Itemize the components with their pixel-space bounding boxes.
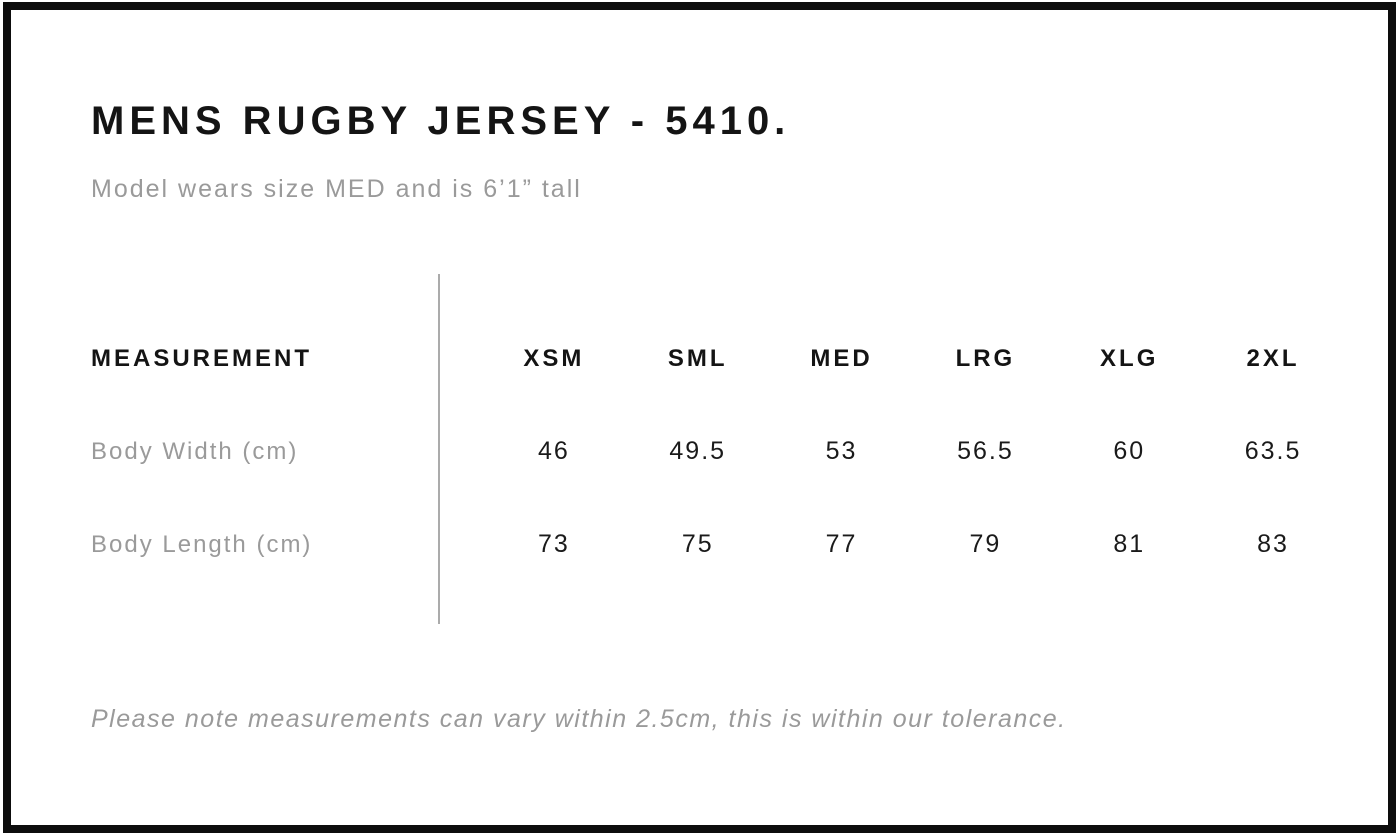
- body-length-values: 73 75 77 79 81 83: [438, 530, 1345, 559]
- body-length-xlg: 81: [1113, 530, 1146, 558]
- size-header-2xl: 2XL: [1246, 344, 1300, 372]
- measurement-column-header: MEASUREMENT: [91, 344, 313, 372]
- page-frame: MENS RUGBY JERSEY - 5410. Model wears si…: [3, 2, 1396, 833]
- vertical-divider: [438, 274, 440, 624]
- body-width-xlg: 60: [1113, 437, 1146, 465]
- table-row-body-width: Body Width (cm) 46 49.5 53 56.5 60 63.5: [91, 405, 1345, 498]
- body-length-2xl: 83: [1257, 530, 1289, 558]
- model-size-note: Model wears size MED and is 6’1” tall: [91, 175, 582, 203]
- tolerance-note: Please note measurements can vary within…: [91, 705, 1067, 733]
- size-header-lrg: LRG: [955, 344, 1016, 372]
- size-header-med: MED: [810, 344, 873, 372]
- body-width-med: 53: [825, 437, 858, 465]
- body-width-values: 46 49.5 53 56.5 60 63.5: [438, 437, 1345, 466]
- body-width-2xl: 63.5: [1244, 437, 1302, 465]
- row-label-body-length: Body Length (cm): [91, 530, 313, 558]
- size-headers: XSM SML MED LRG XLG 2XL: [438, 345, 1345, 373]
- size-header-xlg: XLG: [1100, 344, 1159, 372]
- body-width-lrg: 56.5: [957, 437, 1014, 465]
- body-width-sml: 49.5: [669, 437, 727, 465]
- body-length-lrg: 79: [969, 530, 1002, 558]
- body-length-xsm: 73: [538, 530, 570, 558]
- table-row-body-length: Body Length (cm) 73 75 77 79 81 83: [91, 498, 1345, 591]
- page-title: MENS RUGBY JERSEY - 5410.: [91, 99, 791, 143]
- body-length-med: 77: [825, 530, 858, 558]
- body-length-sml: 75: [681, 530, 714, 558]
- table-header-row: MEASUREMENT XSM SML MED LRG XLG 2XL: [91, 312, 1345, 405]
- size-guide-content: MENS RUGBY JERSEY - 5410. Model wears si…: [11, 98, 1388, 734]
- size-header-xsm: XSM: [523, 344, 585, 372]
- size-chart-table: MEASUREMENT XSM SML MED LRG XLG 2XL Body…: [91, 274, 1345, 624]
- size-header-sml: SML: [667, 344, 728, 372]
- body-width-xsm: 46: [538, 437, 570, 465]
- row-label-body-width: Body Width (cm): [91, 437, 299, 465]
